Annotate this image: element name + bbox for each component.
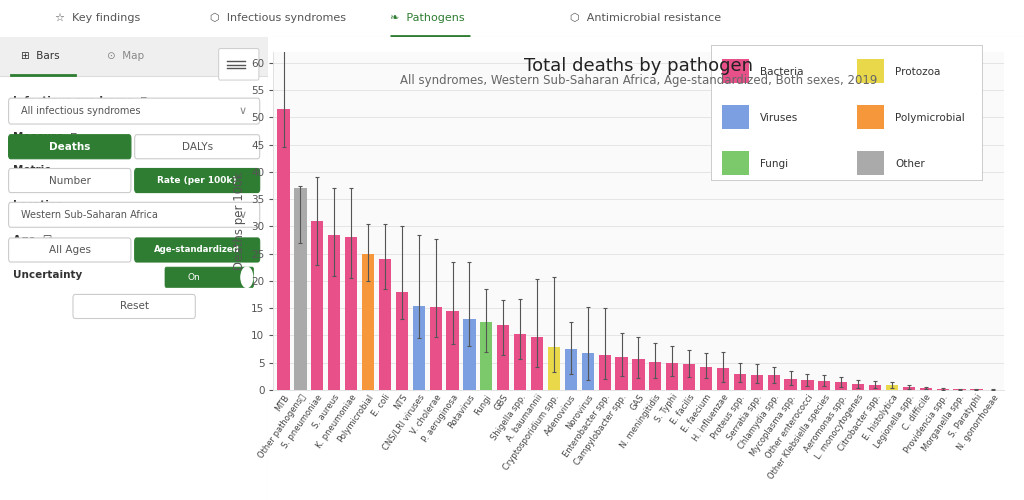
FancyBboxPatch shape: [135, 168, 260, 192]
Text: On: On: [187, 273, 201, 282]
Bar: [722, 104, 750, 129]
Bar: [498, 324, 509, 390]
Text: All syndromes, Western Sub-Saharan Africa, Age-standardized, Both sexes, 2019: All syndromes, Western Sub-Saharan Afric…: [399, 74, 878, 88]
Text: ❧  Pathogens: ❧ Pathogens: [390, 13, 465, 23]
Bar: [818, 382, 830, 390]
Bar: [328, 234, 340, 390]
Bar: [937, 389, 949, 390]
FancyBboxPatch shape: [8, 98, 260, 124]
Bar: [857, 59, 885, 83]
FancyBboxPatch shape: [8, 134, 131, 159]
Bar: [615, 358, 628, 390]
Text: Polymicrobial: Polymicrobial: [895, 113, 965, 123]
Text: Protozoa: Protozoa: [895, 68, 941, 78]
Bar: [565, 349, 577, 390]
Bar: [361, 254, 374, 390]
Bar: [886, 385, 898, 390]
Bar: [582, 353, 594, 390]
Text: ⬡  Infectious syndromes: ⬡ Infectious syndromes: [210, 12, 346, 23]
Bar: [717, 368, 729, 390]
Bar: [480, 322, 493, 390]
Bar: [857, 104, 885, 129]
Bar: [903, 388, 915, 390]
Bar: [751, 374, 763, 390]
Bar: [734, 374, 745, 390]
Bar: [633, 359, 644, 390]
Text: Uncertainty: Uncertainty: [13, 270, 83, 280]
Text: Metric: Metric: [13, 166, 51, 175]
Text: All Ages: All Ages: [49, 245, 91, 255]
Text: Other: Other: [895, 159, 925, 169]
Text: ⊞  Bars: ⊞ Bars: [22, 52, 60, 62]
Bar: [395, 292, 408, 390]
Text: Reset: Reset: [120, 302, 148, 312]
Text: ∨: ∨: [239, 106, 247, 116]
FancyBboxPatch shape: [165, 267, 254, 287]
Circle shape: [241, 267, 253, 287]
Bar: [430, 307, 441, 390]
Text: Age-standardized: Age-standardized: [155, 246, 241, 254]
Text: ☆  Key findings: ☆ Key findings: [55, 12, 140, 23]
Bar: [768, 376, 779, 390]
FancyBboxPatch shape: [219, 48, 259, 80]
Bar: [446, 311, 459, 390]
Bar: [784, 379, 797, 390]
Bar: [683, 364, 695, 390]
Text: Infectious syndrome  ⓘ: Infectious syndrome ⓘ: [13, 96, 147, 106]
FancyBboxPatch shape: [135, 238, 260, 262]
Bar: [514, 334, 526, 390]
Bar: [311, 221, 324, 390]
FancyBboxPatch shape: [8, 202, 260, 228]
Bar: [722, 150, 750, 175]
Text: Total deaths by pathogen: Total deaths by pathogen: [524, 57, 753, 75]
Bar: [667, 362, 678, 390]
Bar: [379, 259, 391, 390]
Text: Measure  ⓘ: Measure ⓘ: [13, 132, 77, 141]
FancyBboxPatch shape: [8, 168, 131, 192]
Text: Rate (per 100k): Rate (per 100k): [158, 176, 237, 185]
Text: ⊙  Map: ⊙ Map: [108, 52, 144, 62]
Bar: [599, 354, 610, 390]
Bar: [413, 306, 425, 390]
Text: Location: Location: [13, 200, 63, 209]
Bar: [345, 238, 357, 390]
Bar: [278, 109, 290, 390]
Text: ⬡  Antimicrobial resistance: ⬡ Antimicrobial resistance: [570, 13, 721, 23]
Text: Deaths: Deaths: [49, 142, 90, 152]
Text: Bacteria: Bacteria: [760, 68, 804, 78]
Text: DALYs: DALYs: [181, 142, 213, 152]
FancyBboxPatch shape: [135, 134, 260, 159]
Bar: [700, 367, 712, 390]
Text: Viruses: Viruses: [760, 113, 799, 123]
Text: Age  ☑: Age ☑: [13, 235, 52, 245]
Bar: [869, 384, 882, 390]
FancyBboxPatch shape: [8, 238, 131, 262]
Bar: [548, 348, 560, 390]
Bar: [649, 362, 662, 390]
Bar: [722, 59, 750, 83]
Bar: [920, 388, 932, 390]
Bar: [802, 380, 813, 390]
Bar: [836, 382, 847, 390]
Text: Western Sub-Saharan Africa: Western Sub-Saharan Africa: [22, 210, 159, 220]
Bar: [294, 188, 306, 390]
Bar: [953, 389, 966, 390]
Bar: [464, 319, 475, 390]
Text: Number: Number: [49, 176, 91, 186]
Bar: [531, 336, 543, 390]
Y-axis label: Deaths per 100k: Deaths per 100k: [232, 172, 246, 270]
Bar: [0, 37, 268, 76]
FancyBboxPatch shape: [73, 294, 196, 318]
Bar: [852, 384, 864, 390]
Text: ∨: ∨: [239, 210, 247, 220]
Text: Fungi: Fungi: [760, 159, 788, 169]
Bar: [857, 150, 885, 175]
Text: All infectious syndromes: All infectious syndromes: [22, 106, 141, 116]
